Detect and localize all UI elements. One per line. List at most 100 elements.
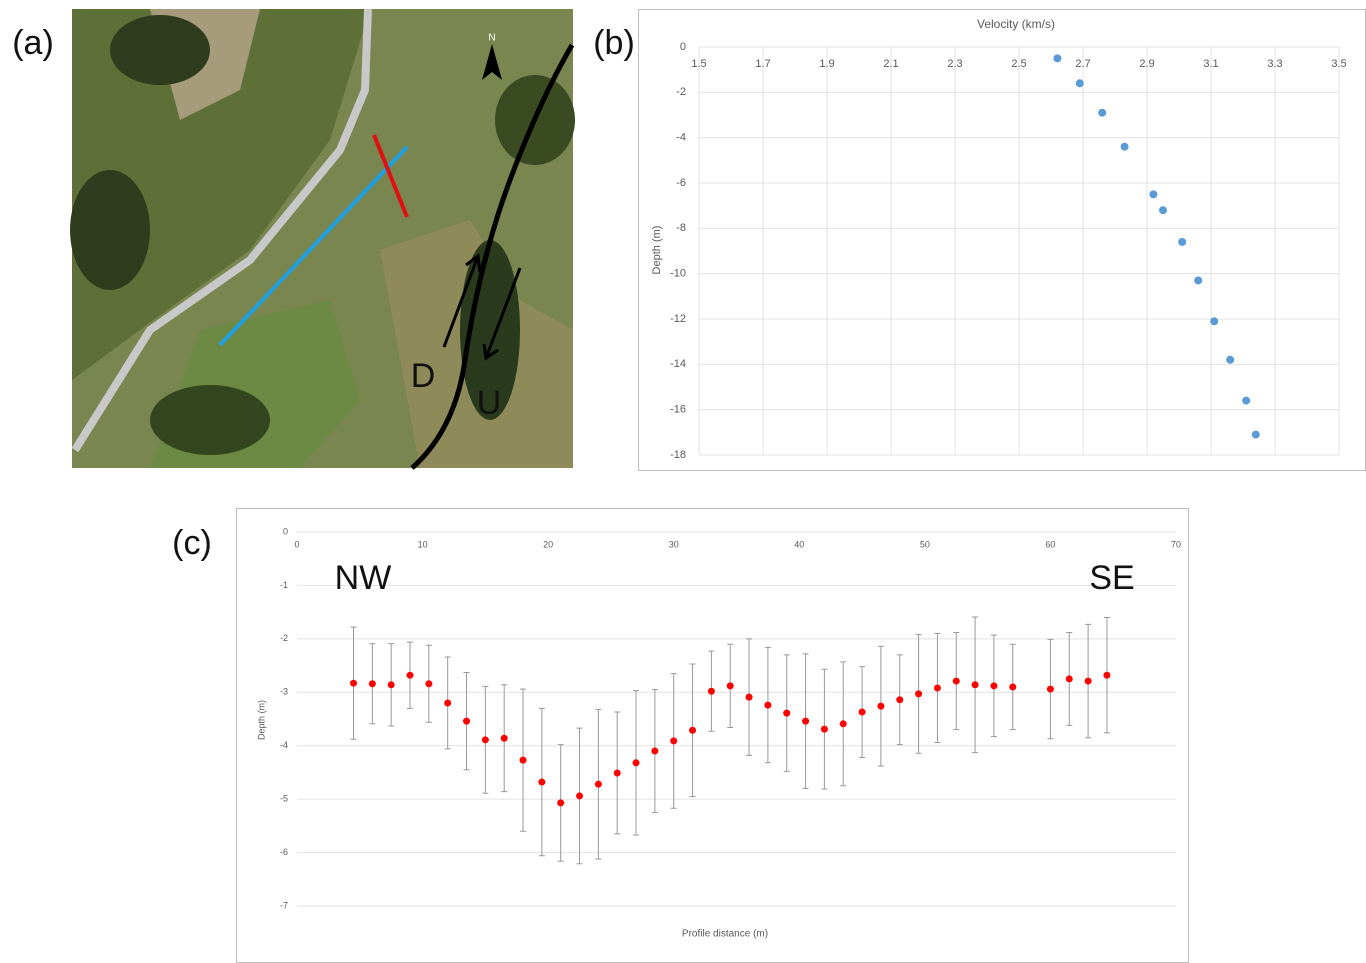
data-point	[557, 799, 564, 806]
map-trees	[150, 385, 270, 455]
data-point	[463, 718, 470, 725]
data-point	[689, 727, 696, 734]
y-tick-label: -6	[280, 847, 288, 857]
data-point	[1076, 79, 1084, 87]
data-point	[1009, 683, 1016, 690]
data-point	[501, 735, 508, 742]
x-tick-label: 2.3	[947, 58, 962, 70]
y-tick-label: -5	[280, 794, 288, 804]
data-point	[764, 702, 771, 709]
x-tick-label: 2.9	[1139, 58, 1154, 70]
annotation: NW	[335, 559, 392, 597]
data-point	[1194, 276, 1202, 284]
y-tick-label: -2	[280, 633, 288, 643]
x-tick-label: 70	[1171, 539, 1181, 549]
x-tick-label: 1.9	[819, 58, 834, 70]
x-axis-title: Profile distance (m)	[682, 929, 768, 940]
x-tick-label: 1.7	[755, 58, 770, 70]
y-tick-label: -4	[280, 740, 288, 750]
data-point	[651, 748, 658, 755]
data-point	[727, 682, 734, 689]
x-tick-label: 1.5	[691, 58, 706, 70]
x-tick-label: 3.3	[1267, 58, 1282, 70]
data-point	[708, 688, 715, 695]
chart-title: Velocity (km/s)	[977, 17, 1055, 31]
y-tick-label: -16	[670, 404, 686, 416]
data-point	[1149, 190, 1157, 198]
data-point	[934, 685, 941, 692]
data-point	[388, 681, 395, 688]
y-tick-label: -6	[676, 177, 686, 189]
data-point	[746, 694, 753, 701]
data-point	[576, 792, 583, 799]
annotation: SE	[1089, 559, 1134, 597]
y-tick-label: -14	[670, 358, 686, 370]
data-point	[1178, 238, 1186, 246]
y-tick-label: -1	[280, 580, 288, 590]
data-point	[972, 681, 979, 688]
y-axis-title: Depth (m)	[651, 226, 663, 275]
y-tick-label: -8	[676, 222, 686, 234]
x-tick-label: 50	[920, 539, 930, 549]
y-tick-label: -2	[676, 86, 686, 98]
data-point	[1066, 675, 1073, 682]
data-point	[407, 672, 414, 679]
x-tick-label: 2.5	[1011, 58, 1026, 70]
x-tick-label: 20	[543, 539, 553, 549]
panel-label: (b)	[593, 24, 635, 62]
y-tick-label: -10	[670, 268, 686, 280]
y-tick-label: -18	[670, 449, 686, 461]
x-tick-label: 0	[294, 539, 299, 549]
x-tick-label: 3.1	[1203, 58, 1218, 70]
data-point	[1226, 356, 1234, 364]
data-point	[595, 781, 602, 788]
data-point	[369, 680, 376, 687]
map: N D U	[70, 9, 575, 468]
map-label: U	[477, 384, 502, 422]
data-point	[482, 736, 489, 743]
data-point	[990, 682, 997, 689]
north-label: N	[488, 33, 495, 44]
data-point	[802, 718, 809, 725]
panel-label: (c)	[172, 524, 212, 562]
data-point	[538, 779, 545, 786]
x-tick-label: 60	[1045, 539, 1055, 549]
x-tick-label: 3.5	[1331, 58, 1346, 70]
y-tick-label: -3	[280, 687, 288, 697]
data-point	[520, 757, 527, 764]
data-point	[633, 759, 640, 766]
panel-label: (a)	[12, 24, 54, 62]
y-tick-label: 0	[283, 526, 288, 536]
data-point	[1210, 317, 1218, 325]
x-tick-label: 2.7	[1075, 58, 1090, 70]
data-point	[1159, 206, 1167, 214]
data-point	[1252, 431, 1260, 439]
x-tick-label: 30	[669, 539, 679, 549]
data-point	[1103, 672, 1110, 679]
y-tick-label: 0	[680, 41, 686, 53]
data-point	[444, 699, 451, 706]
x-tick-label: 10	[418, 539, 428, 549]
data-point	[915, 690, 922, 697]
data-point	[425, 680, 432, 687]
figure: N D U (a) (b) (c) 0-2-4-6-8-10-12-14-16-…	[0, 0, 1366, 963]
y-axis-title: Depth (m)	[256, 700, 266, 740]
x-tick-label: 40	[794, 539, 804, 549]
data-point	[859, 709, 866, 716]
data-point	[1242, 397, 1250, 405]
data-point	[614, 769, 621, 776]
data-point	[821, 726, 828, 733]
data-point	[1098, 109, 1106, 117]
data-point	[350, 680, 357, 687]
y-tick-label: -7	[280, 900, 288, 910]
map-trees	[110, 15, 210, 85]
data-point	[670, 737, 677, 744]
data-point	[1085, 678, 1092, 685]
data-point	[1053, 54, 1061, 62]
y-tick-label: -12	[670, 313, 686, 325]
data-point	[1047, 686, 1054, 693]
x-tick-label: 2.1	[883, 58, 898, 70]
chart-frame	[639, 10, 1366, 471]
map-label: D	[411, 357, 436, 395]
data-point	[953, 678, 960, 685]
